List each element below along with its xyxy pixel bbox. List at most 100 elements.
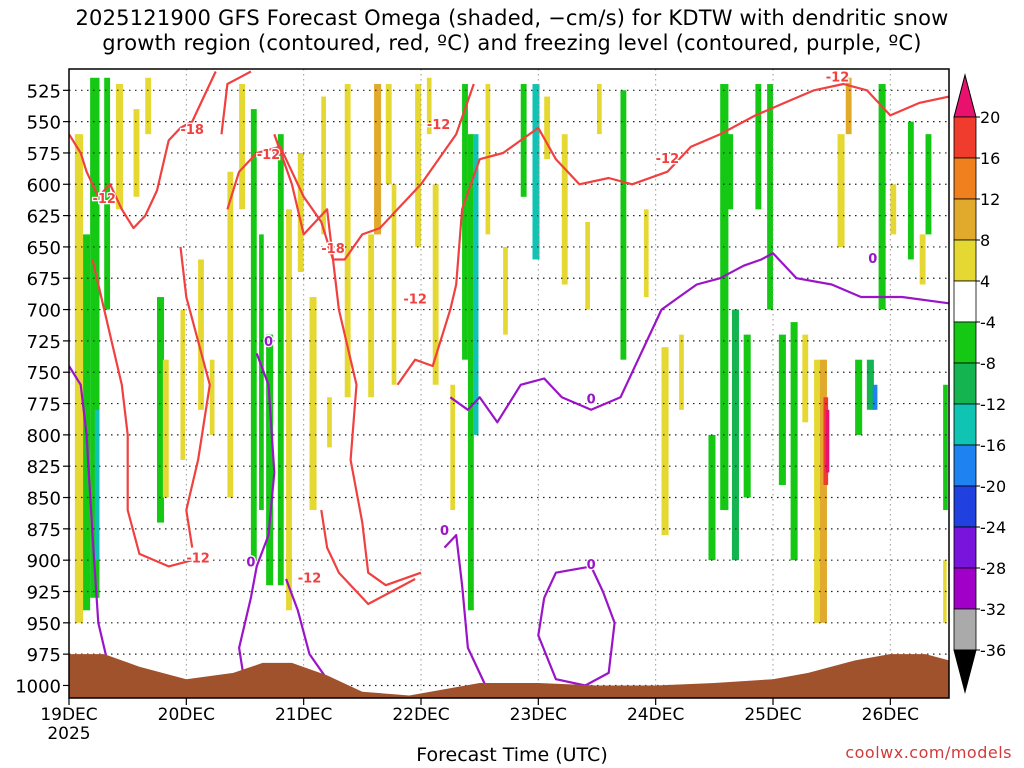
omega-shade-streak (814, 359, 822, 623)
colorbar-label: -28 (980, 559, 1006, 578)
omega-shade-streak (432, 184, 439, 385)
omega-shade-streak (327, 397, 332, 448)
y-tick-label: 825 (27, 457, 61, 478)
omega-shade-streak (209, 359, 215, 435)
colorbar-label: -16 (980, 436, 1006, 455)
omega-shade-streak (802, 334, 809, 423)
x-axis: 19DEC 20DEC 21DEC 22DEC 23DEC 24DEC 25DEC 26DEC… (40, 698, 919, 744)
y-tick-label: 975 (27, 645, 61, 666)
contour-label: -12 (257, 148, 281, 163)
colorbar-label: -20 (980, 477, 1006, 496)
colorbar-bottom-arrow (953, 649, 977, 694)
contour-labels: -12 -18 -12 -12 -12 -18 -12 -12 -12 -12 0 0 0 0 0 0 (91, 69, 878, 588)
contour-label: -12 (656, 152, 680, 167)
y-tick-label: 575 (27, 144, 61, 165)
omega-shade-streak (767, 84, 773, 310)
colorbar-label: 12 (980, 190, 1000, 209)
colorbar-swatch (953, 403, 977, 446)
omega-shade-streak (661, 347, 669, 536)
omega-shade-streak (919, 234, 926, 285)
omega-shade-streak (943, 560, 947, 623)
colorbar-label: -8 (980, 354, 996, 373)
y-tick-label: 600 (27, 175, 61, 196)
contour-minus12-f (320, 509, 416, 606)
terrain-surface (69, 654, 949, 698)
contour-minus12-b (91, 259, 193, 568)
contour-lines (69, 70, 949, 687)
omega-shade-streak (544, 96, 551, 160)
omega-shade-streak (374, 84, 382, 235)
omega-shade-streak (503, 246, 508, 335)
colorbar-swatch (953, 198, 977, 241)
colorbar-label: 20 (980, 108, 1000, 127)
contour-label: 0 (264, 335, 273, 350)
omega-shade-streak (227, 171, 234, 498)
contour-zero-f (443, 534, 487, 686)
omega-shade-streak (643, 209, 649, 298)
omega-shade-streak (145, 77, 152, 135)
omega-shade-streak (837, 134, 845, 247)
y-tick-label: 525 (27, 81, 61, 102)
y-tick-label: 900 (27, 551, 61, 572)
omega-shade-streak (321, 96, 326, 235)
y-tick-label: 650 (27, 238, 61, 259)
omega-shade-streak (90, 77, 100, 598)
colorbar-label: -32 (980, 600, 1006, 619)
colorbar-swatch (953, 526, 977, 569)
y-tick-label: 850 (27, 489, 61, 510)
colorbar-label: -24 (980, 518, 1006, 537)
colorbar-swatch (953, 485, 977, 528)
omega-shade-streak (790, 322, 798, 561)
title-line-2: growth region (contoured, red, ºC) and f… (102, 31, 922, 55)
omega-shade-streak (866, 359, 874, 410)
colorbar: 20 16 12 8 4 -4 -8 -12 -16 -20 -24 -28 -32 -36 (953, 73, 1006, 694)
x-tick-label: 24DEC (627, 705, 684, 725)
contour-label: -12 (826, 71, 850, 86)
omega-shade-streak (620, 90, 627, 360)
omega-shade-streak (907, 121, 914, 260)
omega-shade-streak (520, 84, 527, 197)
contour-label: -18 (321, 242, 345, 257)
omega-shade-streak (344, 84, 351, 398)
colorbar-swatch (953, 321, 977, 364)
omega-shade-streak (561, 134, 568, 285)
y-tick-label: 950 (27, 614, 61, 635)
x-tick-label: 21DEC (275, 705, 332, 725)
colorbar-swatch (953, 362, 977, 405)
contour-zero-d (449, 252, 949, 424)
omega-shade-streak (855, 359, 863, 435)
colorbar-label: 8 (980, 231, 990, 250)
colorbar-label: 4 (980, 272, 990, 291)
omega-shade-streak (368, 234, 375, 398)
contour-minus18 (226, 83, 475, 261)
colorbar-swatch (953, 116, 977, 159)
contour-label: -12 (298, 572, 322, 587)
omega-shade-streak (743, 334, 751, 498)
omega-shade-streak (597, 84, 602, 135)
contour-minus12-e (273, 133, 422, 587)
chart-title: 2025121900 GFS Forecast Omega (shaded, −… (0, 6, 1024, 56)
colorbar-swatch (953, 280, 977, 323)
contour-zero-a (69, 365, 112, 674)
colorbar-swatch (953, 157, 977, 200)
contour-label: -12 (403, 292, 427, 307)
omega-shade-streak (391, 184, 397, 385)
omega-shade-streak (266, 334, 274, 586)
omega-shade-streak (385, 84, 392, 185)
omega-shade-streak (239, 84, 245, 210)
omega-shade-streak (104, 77, 111, 310)
colorbar-label: 16 (980, 149, 1000, 168)
y-tick-label: 725 (27, 332, 61, 353)
contour-zero-b (238, 353, 276, 686)
x-tick-label: 26DEC (862, 705, 919, 725)
contour-label: -18 (180, 123, 204, 138)
colorbar-label: -12 (980, 395, 1006, 414)
y-tick-label: 675 (27, 269, 61, 290)
omega-shade-streak (162, 359, 169, 498)
omega-shade-streak (94, 409, 100, 561)
y-axis: 525 550 575 600 625 650 675 700 725 750 775 800 825 8… (15, 81, 69, 697)
contour-label: -12 (186, 552, 210, 567)
x-axis-label: Forecast Time (UTC) (416, 744, 608, 766)
omega-shade-streak (462, 84, 468, 360)
contour-label: 0 (868, 252, 877, 267)
